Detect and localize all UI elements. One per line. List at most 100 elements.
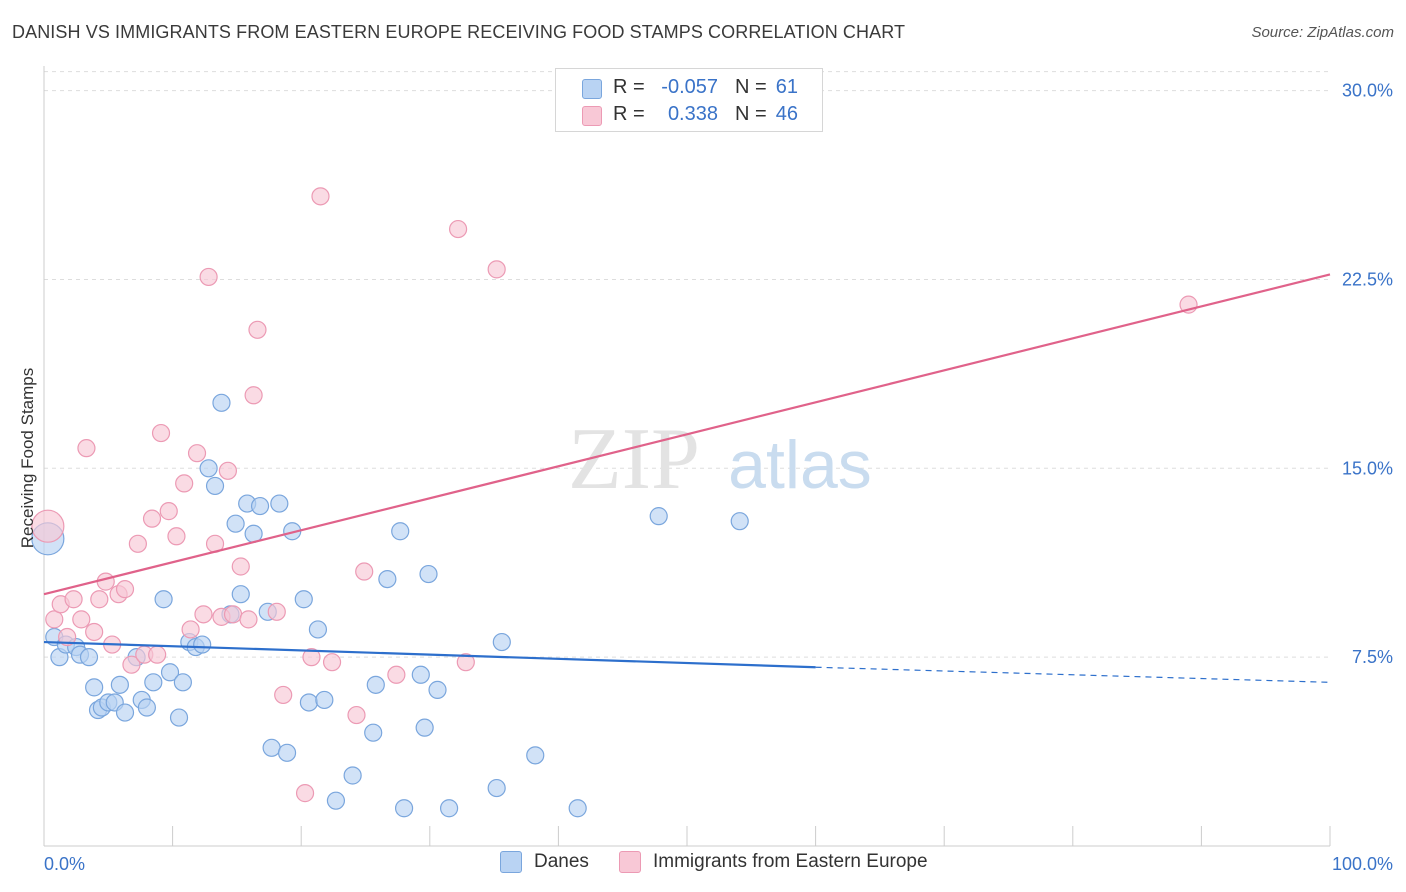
immigrants-point (244, 386, 263, 405)
immigrants-point (167, 527, 186, 546)
danes-point (568, 799, 587, 818)
danes-point (492, 632, 511, 652)
tick-labels: 7.5% 15.0% 22.5% 30.0% 0.0% 100.0% (44, 81, 1393, 874)
legend-row-danes: R = -0.057 N = 61 (556, 75, 822, 101)
danes-point (193, 635, 212, 654)
axes (43, 66, 1331, 847)
danes-point (730, 512, 749, 531)
r-value: 0.338 (667, 103, 718, 125)
immigrants-point (64, 590, 83, 609)
legend-label-danes: Danes (534, 851, 589, 872)
n-label: N = (735, 76, 767, 98)
immigrants-point (231, 557, 250, 576)
n-label: N = (735, 103, 767, 125)
immigrants-swatch (582, 106, 602, 126)
immigrants-point (77, 439, 96, 458)
danes-swatch (582, 79, 602, 99)
danes-point (649, 507, 668, 526)
immigrants-points (31, 187, 1198, 803)
danes-swatch (500, 851, 522, 873)
y-axis-label: Receiving Food Stamps (18, 367, 37, 549)
y-tick-label: 22.5% (1342, 269, 1393, 289)
danes-trend-extension (815, 666, 1331, 683)
immigrants-point (274, 685, 293, 705)
immigrants-point (142, 509, 162, 528)
danes-point (169, 708, 189, 727)
immigrants-point (128, 534, 147, 553)
danes-point (315, 690, 334, 710)
danes-point (110, 675, 129, 694)
immigrants-trend-line (43, 273, 1331, 596)
y-tick-label: 30.0% (1342, 81, 1393, 101)
immigrants-point (448, 219, 468, 239)
danes-point (364, 723, 383, 742)
immigrants-point (159, 502, 178, 521)
x-tick-label-max: 100.0% (1332, 854, 1393, 874)
y-tick-label: 15.0% (1342, 458, 1393, 478)
immigrants-point (122, 655, 141, 674)
danes-point (79, 648, 99, 667)
immigrants-point (487, 260, 506, 279)
danes-trend-line (43, 640, 816, 669)
danes-point (394, 799, 414, 818)
x-tick-label-min: 0.0% (44, 854, 85, 874)
r-value: -0.057 (661, 76, 718, 98)
immigrants-point (311, 187, 330, 206)
danes-point (137, 698, 156, 717)
danes-point (226, 514, 245, 533)
immigrants-point (194, 605, 213, 624)
series-legend: Danes Immigrants from Eastern Europe (0, 851, 1406, 879)
immigrants-point (302, 648, 321, 667)
immigrants-swatch (619, 851, 641, 873)
immigrants-point (223, 605, 243, 624)
danes-point (419, 564, 438, 584)
danes-points (31, 393, 749, 818)
danes-point (144, 673, 163, 692)
y-tick-label: 7.5% (1352, 647, 1393, 667)
danes-point (343, 766, 362, 785)
danes-point (366, 675, 385, 694)
immigrants-point (199, 267, 218, 287)
danes-point (411, 665, 430, 684)
danes-point (378, 569, 397, 589)
r-label: R = (613, 76, 645, 98)
danes-point (326, 791, 346, 810)
danes-point (294, 590, 313, 609)
immigrants-point (187, 444, 207, 463)
danes-point (299, 693, 319, 712)
immigrants-point (85, 622, 104, 642)
danes-point (212, 393, 231, 412)
immigrants-point (267, 602, 286, 621)
r-label: R = (613, 103, 645, 125)
danes-point (154, 590, 173, 609)
immigrants-point (218, 461, 237, 480)
immigrants-point (181, 620, 200, 639)
n-value: 46 (775, 103, 798, 125)
correlation-legend: R = -0.057 N = 61 R = 0.338 N = 46 (555, 68, 823, 132)
legend-item-immigrants: Immigrants from Eastern Europe (619, 851, 928, 873)
danes-point (160, 663, 180, 682)
immigrants-point (72, 610, 91, 629)
danes-point (277, 743, 297, 762)
immigrants-point (295, 784, 315, 803)
immigrants-point (355, 562, 374, 581)
immigrants-point (90, 590, 109, 609)
danes-point (270, 494, 289, 513)
danes-point (85, 678, 104, 697)
immigrants-point (347, 705, 366, 725)
immigrants-point (115, 580, 135, 599)
danes-point (526, 746, 545, 765)
trend-lines (43, 273, 1331, 683)
immigrants-point (175, 474, 194, 493)
immigrants-point (387, 665, 406, 684)
danes-point (199, 459, 218, 478)
immigrants-point (239, 610, 258, 629)
danes-point (231, 585, 250, 604)
immigrants-point (96, 572, 115, 591)
immigrants-point (248, 320, 267, 339)
danes-point (205, 476, 225, 496)
immigrants-point (58, 627, 77, 647)
watermark-atlas: atlas (728, 427, 872, 503)
danes-point (115, 703, 135, 722)
